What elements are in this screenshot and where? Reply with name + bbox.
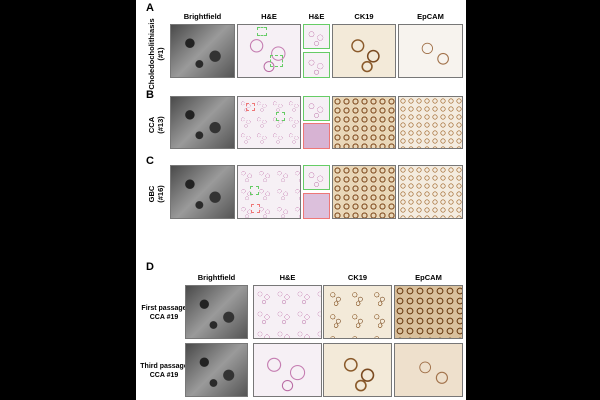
row-label-d-first-line2: CCA #19 (149, 314, 179, 321)
image-b-he (237, 96, 301, 149)
header-d-epcam: EpCAM (415, 273, 442, 282)
row-label-d-first-line1: First passage (141, 305, 187, 312)
image-d1-he (253, 285, 322, 339)
row-label-d-third: Third passage CCA #19 (134, 362, 194, 380)
image-c-he-zoom-1 (303, 165, 330, 190)
image-c-he (237, 165, 301, 219)
image-c-he-zoom-2 (303, 193, 330, 219)
roi-box-red (246, 103, 255, 111)
row-label-d-first: First passage CCA #19 (134, 304, 194, 322)
row-label-a-line1: Choledocholithiasis (147, 18, 156, 90)
header-d-ck19: CK19 (347, 273, 368, 282)
image-b-he-zoom-1 (303, 96, 330, 121)
image-d2-ck19 (323, 343, 392, 397)
panel-label-d: D (146, 261, 154, 273)
header-epcam: EpCAM (417, 12, 444, 21)
header-he-zoom: H&E (308, 12, 325, 21)
row-label-b-line2: (#13) (156, 116, 165, 134)
image-b-epcam (398, 96, 463, 149)
row-label-d-third-line2: CCA #19 (149, 372, 179, 379)
image-d2-brightfield (185, 343, 248, 397)
image-d2-epcam (394, 343, 463, 397)
image-a-he-zoom-2 (303, 52, 330, 78)
row-label-c-line2: (#16) (156, 185, 165, 203)
row-label-a: Choledocholithiasis (#1) (147, 14, 165, 94)
header-he: H&E (261, 12, 277, 21)
image-d1-epcam (394, 285, 463, 339)
roi-box-2 (270, 55, 283, 67)
image-c-brightfield (170, 165, 235, 219)
image-a-ck19 (332, 24, 396, 78)
image-c-epcam (398, 165, 463, 219)
roi-box-red (251, 204, 260, 213)
roi-box-1 (257, 27, 267, 36)
image-b-he-zoom-2 (303, 123, 330, 149)
header-brightfield: Brightfield (183, 12, 222, 21)
row-label-c-line1: GBC (147, 185, 156, 203)
image-d2-he (253, 343, 322, 397)
image-d1-brightfield (185, 285, 248, 339)
panel-label-a: A (146, 2, 154, 14)
image-a-he (237, 24, 301, 78)
image-c-ck19 (332, 165, 396, 219)
row-label-a-line2: (#1) (156, 47, 165, 61)
panel-label-b: B (146, 89, 154, 101)
image-a-brightfield (170, 24, 235, 78)
panel-label-c: C (146, 155, 154, 167)
image-a-he-zoom-1 (303, 24, 330, 49)
row-label-b-line1: CCA (147, 116, 156, 134)
image-b-brightfield (170, 96, 235, 149)
row-label-b: CCA (#13) (147, 100, 165, 150)
roi-box-green (250, 186, 259, 195)
header-d-he: H&E (279, 273, 296, 282)
row-label-d-third-line1: Third passage (140, 363, 188, 370)
image-d1-ck19 (323, 285, 392, 339)
image-b-ck19 (332, 96, 396, 149)
header-d-brightfield: Brightfield (197, 273, 236, 282)
roi-box-green (276, 112, 285, 121)
row-label-c: GBC (#16) (147, 169, 165, 219)
image-a-epcam (398, 24, 463, 78)
header-ck19: CK19 (354, 12, 374, 21)
figure: A Brightfield H&E H&E CK19 EpCAM Choledo… (136, 0, 466, 400)
